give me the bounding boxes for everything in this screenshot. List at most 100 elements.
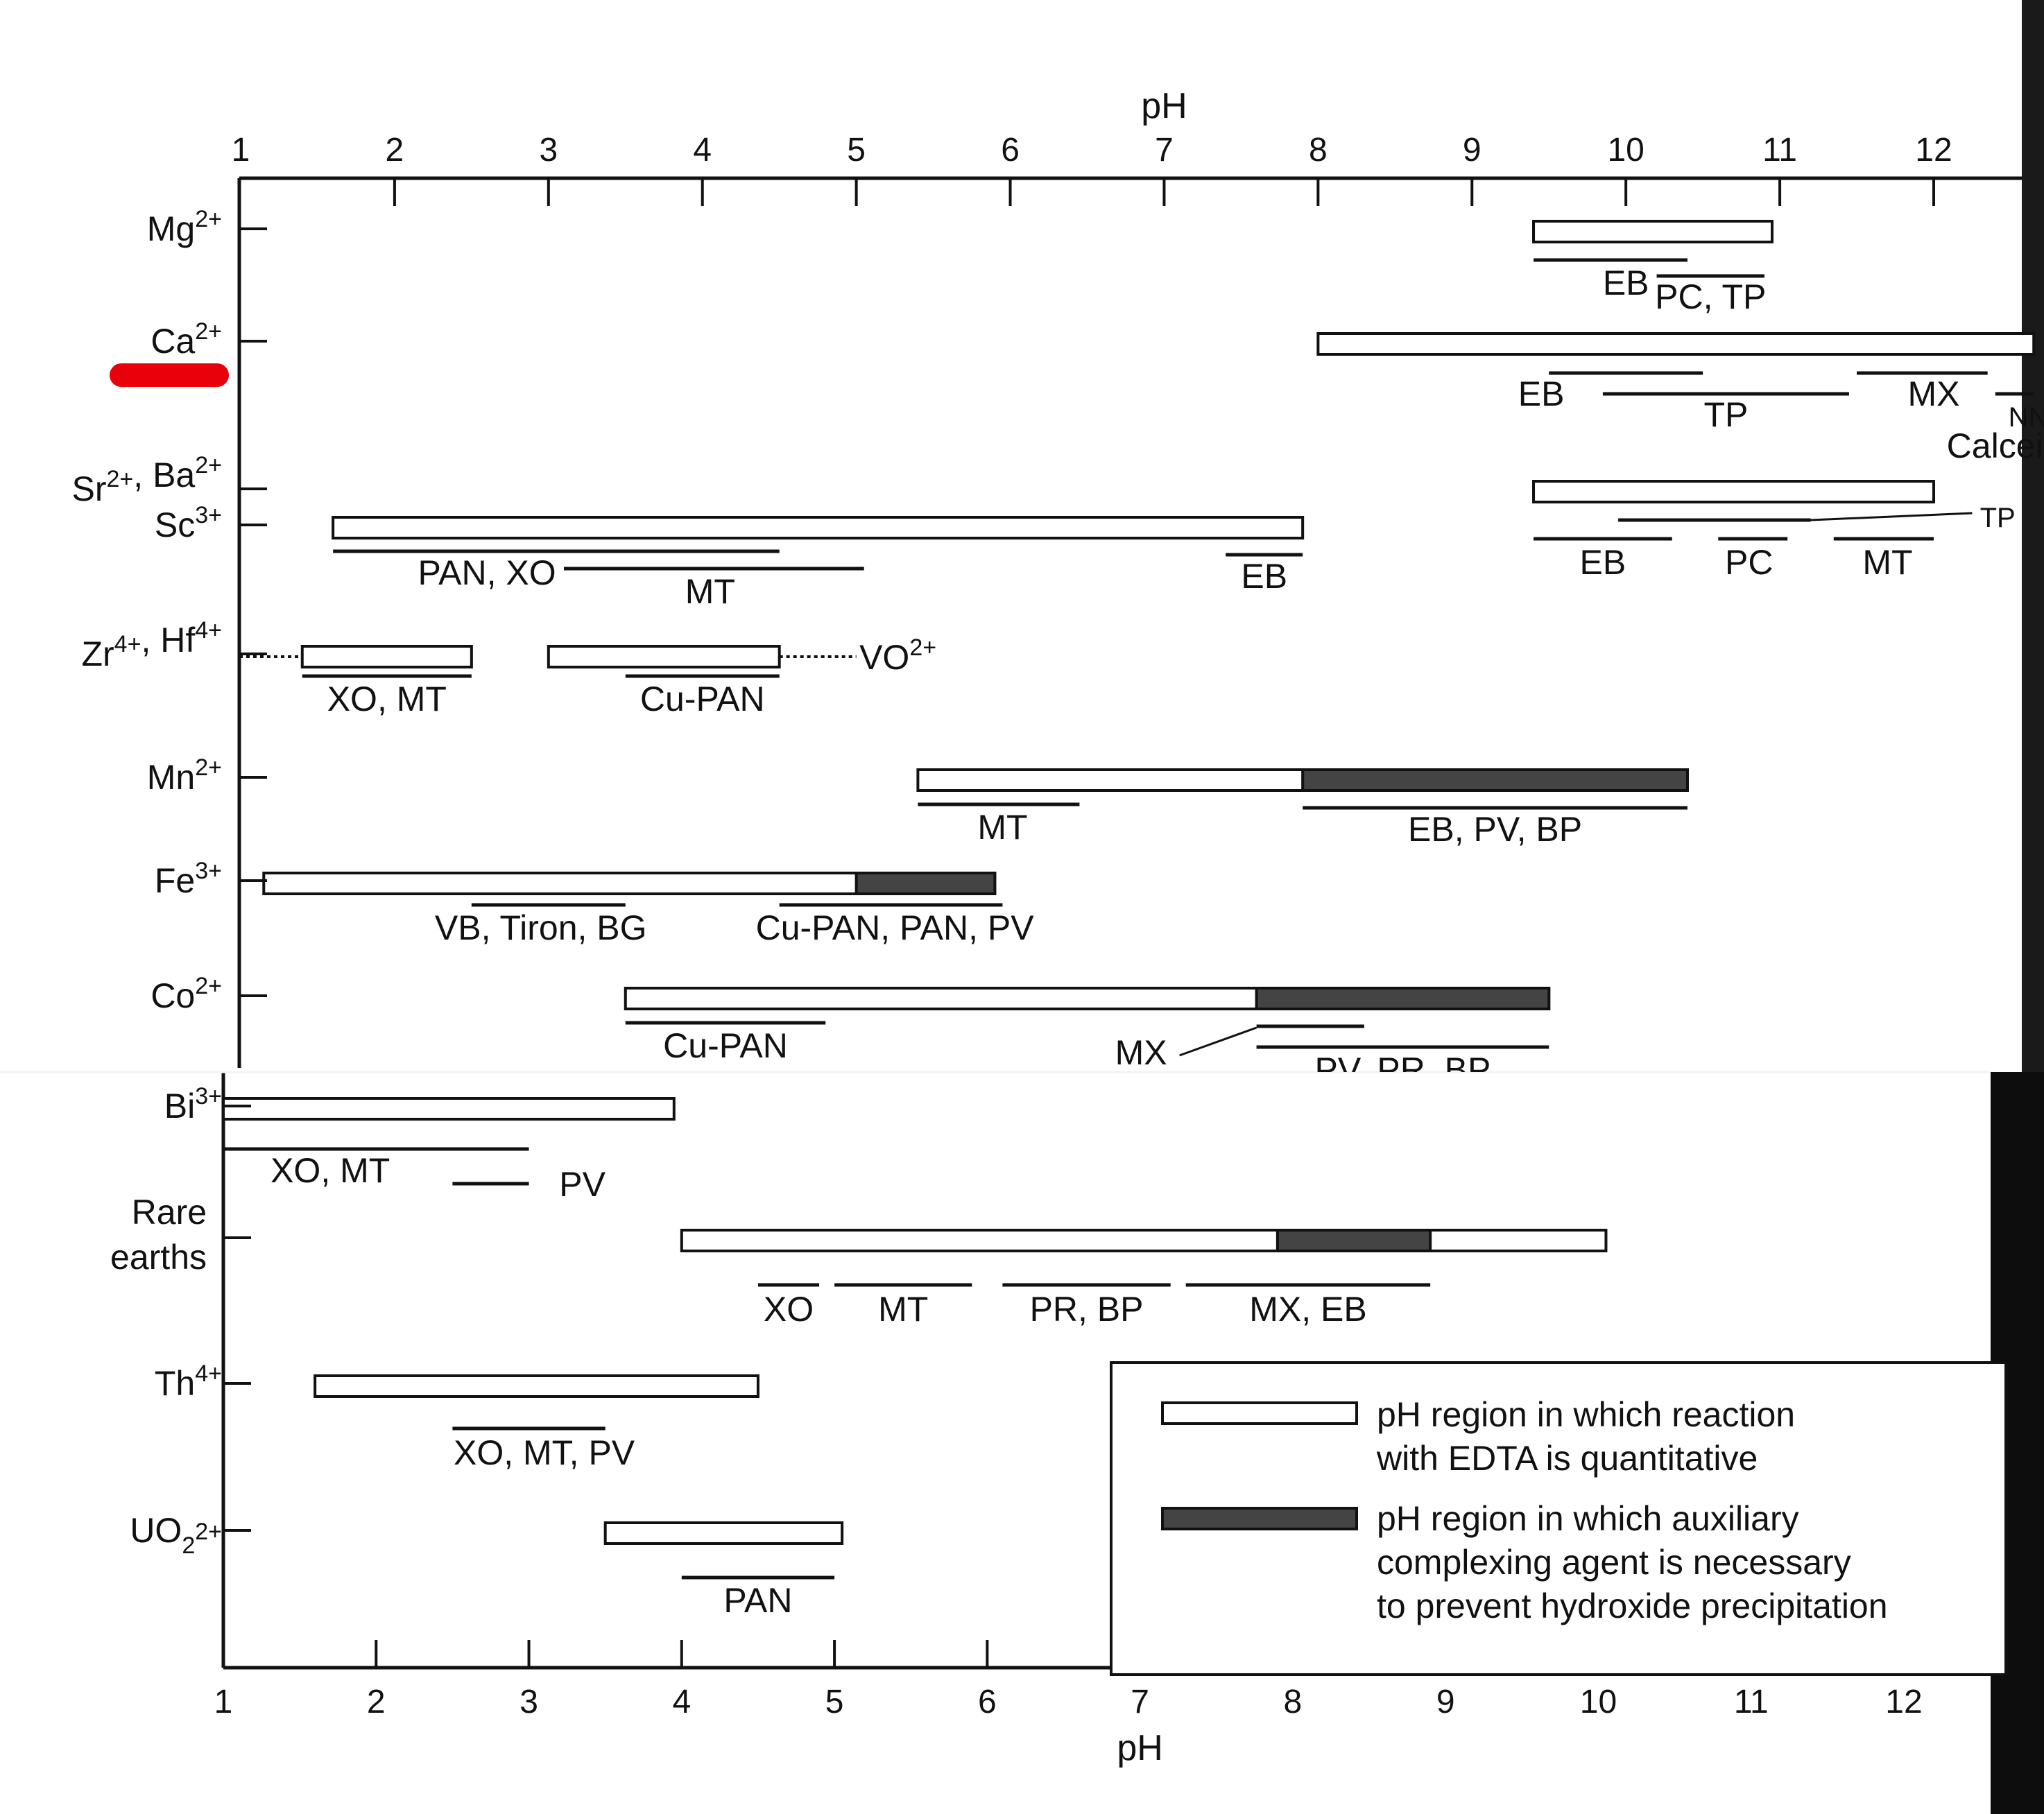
ion-label-sc: Sc3+ — [155, 502, 222, 544]
vo2-symbol: VO — [859, 638, 909, 677]
legend-shaded-text: to prevent hydroxide precipitation — [1377, 1587, 1888, 1625]
ion-sup: 2+ — [107, 466, 134, 492]
bottom-tick-label: 11 — [1734, 1684, 1769, 1720]
indicator-label: Cu-PAN — [640, 680, 765, 718]
indicator-label: PV, PR, BP — [1314, 1051, 1491, 1089]
bottom-tick-label: 4 — [672, 1684, 691, 1720]
bottom-tick-label: 9 — [1436, 1684, 1455, 1720]
top-tick-label: 1 — [232, 132, 250, 169]
ion-sup: 2+ — [195, 1519, 222, 1545]
ion-symbol: , Hf — [141, 621, 195, 659]
ion-symbol: Co — [151, 976, 195, 1015]
ion-symbol: Fe — [155, 861, 195, 900]
ion-symbol: Zr — [81, 634, 114, 673]
bottom-tick-label: 12 — [1885, 1684, 1922, 1720]
ion-label-text: Sc3+ — [155, 502, 222, 544]
indicator-label: MT — [977, 808, 1027, 847]
ion-label-text: Mn2+ — [147, 754, 222, 797]
ion-label-th: Th4+ — [155, 1360, 222, 1403]
ion-symbol: Sr — [72, 469, 107, 508]
indicator-label: PC, TP — [1655, 277, 1766, 316]
ion-label-srba: Sr2+, Ba2+ — [72, 452, 222, 508]
indicator-label: PV — [559, 1165, 606, 1204]
ion-label-re: Rare earths — [110, 1193, 207, 1277]
indicator-label: TP — [1980, 503, 2016, 533]
indicator-label: PR, BP — [1030, 1290, 1144, 1329]
indicator-label: EB — [1603, 264, 1649, 302]
legend-open-text: with EDTA is quantitative — [1376, 1439, 1758, 1478]
bottom-tick-label: 8 — [1284, 1684, 1303, 1720]
ion-sup: 3+ — [195, 1083, 222, 1109]
indicator-label: TP — [1703, 395, 1748, 434]
highlight-mark — [110, 363, 229, 387]
ion-label-mg: Mg2+ — [147, 206, 222, 248]
ion-symbol: Mn — [147, 758, 195, 797]
ion-symbol: Mg — [147, 209, 195, 248]
indicator-label: EB, PV, BP — [1408, 810, 1582, 849]
indicator-label: Cu-PAN — [663, 1026, 788, 1065]
ion-label-text: Zr4+, Hf4+ — [81, 617, 222, 673]
indicator-label: XO — [764, 1290, 814, 1329]
top-axis-title: pH — [1141, 86, 1187, 126]
top-tick-label: 4 — [693, 132, 712, 169]
bottom-tick-label: 5 — [825, 1684, 844, 1720]
ion-label-text: Rare — [132, 1193, 207, 1232]
top-tick-label: 7 — [1155, 132, 1174, 169]
ion-sup: 2+ — [195, 452, 222, 478]
ion-label-fe: Fe3+ — [155, 858, 222, 900]
bottom-tick-label: 10 — [1580, 1684, 1617, 1720]
top-tick-label: 12 — [1915, 132, 1952, 169]
ion-sup: 2+ — [195, 318, 222, 345]
top-tick-label: 9 — [1463, 132, 1482, 169]
top-tick-label: 2 — [386, 132, 404, 169]
indicator-leader — [1179, 1026, 1257, 1057]
indicator-label: XO, MT, PV — [454, 1433, 635, 1472]
ion-symbol: Sc — [155, 506, 195, 544]
ion-symbol: , Ba — [133, 456, 195, 494]
bar-open-srba — [1532, 480, 1935, 503]
indicator-label: PAN — [723, 1581, 792, 1620]
ion-symbol: UO — [130, 1511, 182, 1550]
bottom-tick-label: 7 — [1131, 1684, 1149, 1720]
indicator-label: MX, EB — [1249, 1290, 1366, 1329]
legend-shaded-swatch — [1161, 1507, 1358, 1530]
legend-open-text: pH region in which reaction — [1377, 1395, 1795, 1434]
ion-label-text: earths — [110, 1238, 207, 1277]
bar-open-zr — [547, 645, 781, 668]
top-tick-label: 11 — [1762, 132, 1797, 169]
ion-label-uo: UO22+ — [130, 1511, 222, 1559]
indicator-leader — [1810, 512, 1973, 521]
indicator-label: EB — [1241, 557, 1287, 596]
top-tick-label: 10 — [1607, 132, 1644, 169]
ion-symbol: Bi — [164, 1087, 195, 1125]
ion-label-text: Bi3+ — [164, 1083, 222, 1125]
top-tick-label: 8 — [1309, 132, 1328, 169]
bar-open-mg — [1532, 220, 1774, 243]
bar-open-re — [680, 1229, 1608, 1252]
ion-label-bi: Bi3+ — [164, 1083, 222, 1125]
indicator-label: PAN, XO — [418, 553, 556, 592]
ion-label-text: Fe3+ — [155, 858, 222, 900]
top-tick-label: 6 — [1001, 132, 1020, 169]
ion-sup: 3+ — [195, 858, 222, 884]
indicator-label: MT — [1862, 543, 1912, 582]
indicator-label: MX — [1115, 1033, 1167, 1072]
ion-label-text: Mg2+ — [147, 206, 222, 248]
vo2-charge: 2+ — [909, 634, 936, 661]
indicator-label: EB — [1518, 374, 1565, 413]
ion-sup: 4+ — [195, 617, 222, 643]
legend-shaded-text: complexing agent is necessary — [1377, 1543, 1851, 1582]
vo2-label: VO2+ — [859, 634, 936, 677]
ion-sup: 2+ — [195, 206, 222, 232]
bar-shaded-mn — [1301, 768, 1689, 792]
indicator-label: EB — [1580, 543, 1626, 582]
ion-label-co: Co2+ — [151, 973, 222, 1015]
indicator-label: Cu-PAN, PAN, PV — [756, 908, 1035, 947]
indicator-label: MX — [1908, 374, 1960, 413]
indicator-label: MT — [685, 572, 735, 611]
ion-label-text: Co2+ — [151, 973, 222, 1015]
top-tick-label: 5 — [847, 132, 866, 169]
